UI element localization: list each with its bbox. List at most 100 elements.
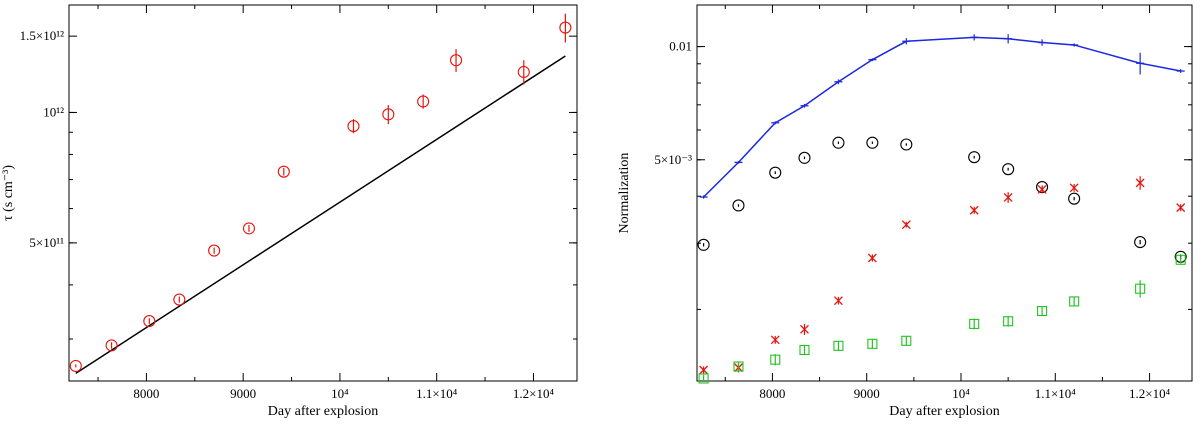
data-point-red (699, 365, 709, 375)
data-point-tau (208, 244, 221, 257)
x-tick-label: 1.1×10⁴ (416, 386, 458, 401)
data-point-black (866, 136, 879, 149)
data-point-tau (242, 222, 256, 235)
data-point-green (1135, 280, 1146, 298)
data-point-blue (1038, 39, 1047, 46)
data-point-blue (1176, 69, 1185, 73)
marker-circle (968, 151, 981, 164)
data-point-tau (277, 165, 290, 178)
data-point-blue (734, 161, 743, 164)
data-point-black (1002, 163, 1015, 176)
data-point-red (901, 220, 911, 230)
marker-circle (143, 315, 156, 328)
marker-square (833, 340, 844, 351)
marker-square (1037, 305, 1048, 317)
data-point-red (1037, 184, 1047, 194)
marker-circle (417, 95, 430, 108)
marker-cross (867, 253, 877, 263)
data-point-blue (1070, 43, 1079, 47)
data-point-black (832, 136, 845, 149)
marker-circle (732, 199, 745, 212)
data-point-red (1003, 192, 1013, 203)
y-tick-label: 10¹² (43, 104, 64, 119)
x-tick-label: 1.2×10⁴ (1129, 386, 1171, 401)
x-tick-label: 8000 (133, 386, 159, 401)
marker-square (770, 354, 781, 365)
marker-square (799, 344, 810, 356)
fit-line (75, 55, 566, 374)
data-point-green (698, 373, 709, 384)
y-tick-label: 5×10¹¹ (29, 235, 64, 250)
marker-circle (1002, 163, 1015, 176)
data-point-tau (559, 13, 572, 43)
marker-circle (347, 120, 360, 133)
data-point-red (867, 253, 877, 263)
x-axis-label: Day after explosion (268, 404, 378, 419)
data-point-red (1135, 176, 1145, 190)
data-point-blue (1136, 52, 1145, 75)
marker-cross (901, 220, 911, 230)
marker-circle (449, 54, 463, 67)
data-point-green (1003, 316, 1014, 327)
data-point-green (867, 338, 878, 349)
data-point-red (969, 205, 979, 215)
marker-circle (277, 165, 290, 178)
marker-circle (105, 339, 118, 352)
data-point-black (900, 138, 913, 151)
data-point-tau (105, 339, 118, 352)
data-point-red (833, 296, 843, 306)
marker-circle (382, 108, 395, 121)
marker-circle (769, 166, 782, 179)
marker-cross (699, 365, 709, 375)
data-point-blue (800, 103, 809, 108)
marker-square (698, 373, 709, 384)
y-tick-label: 5×10⁻³ (654, 152, 692, 167)
marker-circle (173, 293, 186, 306)
marker-circle (798, 151, 811, 164)
marker-square (1069, 296, 1080, 307)
data-point-tau (173, 293, 186, 306)
marker-cross (770, 335, 780, 345)
marker-square (1135, 283, 1146, 294)
marker-cross (1003, 192, 1013, 202)
marker-circle (1134, 236, 1147, 249)
data-point-black (968, 151, 981, 164)
y-tick-label: 1.5×10¹² (20, 28, 64, 43)
x-tick-label: 10⁴ (331, 386, 349, 401)
marker-circle (832, 136, 845, 149)
data-point-black (697, 238, 710, 251)
y-tick-label: 0.01 (669, 39, 692, 54)
marker-circle (208, 244, 221, 257)
data-point-black (798, 151, 811, 164)
marker-square (733, 361, 744, 372)
data-point-red (800, 323, 809, 335)
marker-square (867, 338, 878, 349)
x-tick-label: 1.2×10⁴ (513, 386, 555, 401)
data-point-blue (771, 121, 780, 125)
data-point-blue (970, 34, 979, 41)
x-tick-label: 9000 (230, 386, 256, 401)
data-point-black (1068, 192, 1081, 205)
data-point-green (1037, 305, 1048, 317)
marker-circle (1068, 192, 1081, 205)
y-axis-label: Normalization (617, 153, 632, 234)
data-point-green (799, 344, 810, 356)
data-point-tau (517, 60, 530, 85)
data-point-tau (69, 359, 82, 372)
marker-square (1003, 316, 1014, 327)
marker-square (901, 335, 912, 346)
marker-circle (69, 359, 82, 372)
marker-cross (1069, 183, 1079, 193)
marker-square (969, 318, 980, 329)
data-point-blue (868, 58, 877, 62)
data-point-red (770, 335, 780, 345)
data-point-green (733, 361, 744, 372)
data-point-tau (417, 94, 430, 109)
marker-cross (800, 324, 809, 334)
marker-cross (1037, 184, 1047, 194)
marker-cross (1176, 203, 1186, 213)
data-point-tau (449, 49, 463, 72)
plot-frame (696, 4, 1193, 382)
data-point-red (1176, 203, 1186, 213)
data-point-green (1069, 296, 1080, 307)
